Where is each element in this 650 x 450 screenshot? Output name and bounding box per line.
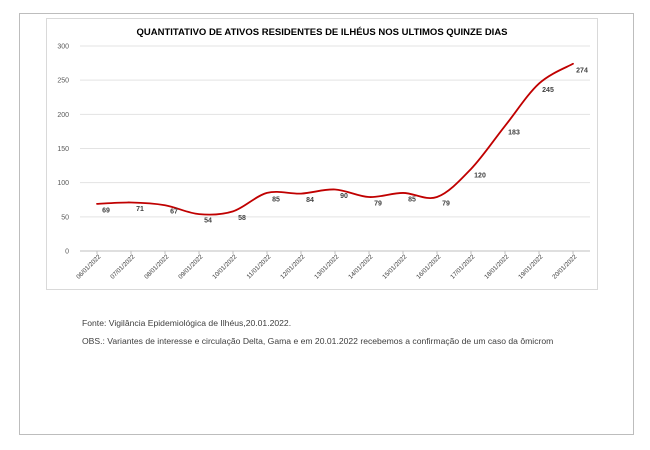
x-tick-label: 08/01/2022 <box>143 253 171 281</box>
data-label: 54 <box>204 218 212 225</box>
x-tick-label: 10/01/2022 <box>211 253 239 281</box>
y-tick-label: 200 <box>57 112 69 119</box>
x-tick-label: 11/01/2022 <box>245 253 272 280</box>
x-tick-label: 17/01/2022 <box>449 253 477 281</box>
data-label: 85 <box>408 196 416 203</box>
y-tick-label: 50 <box>61 214 69 221</box>
chart-frame <box>46 18 598 290</box>
x-tick-label: 12/01/2022 <box>279 253 307 281</box>
y-tick-label: 0 <box>65 249 69 256</box>
x-tick-label: 06/01/2022 <box>75 253 103 281</box>
data-label: 84 <box>306 197 314 204</box>
data-label: 245 <box>542 87 554 94</box>
y-tick-label: 100 <box>57 180 69 187</box>
x-tick-label: 20/01/2022 <box>551 253 579 281</box>
data-label: 58 <box>238 215 246 222</box>
data-label: 67 <box>170 209 178 216</box>
series-line <box>96 62 574 216</box>
x-tick-label: 19/01/2022 <box>517 253 545 281</box>
data-label: 274 <box>576 67 588 74</box>
data-label: 71 <box>136 206 144 213</box>
source-note: Fonte: Vigilância Epidemiológica de Ilhé… <box>82 318 292 328</box>
data-label: 79 <box>374 201 382 208</box>
chart-title: QUANTITATIVO DE ATIVOS RESIDENTES DE ILH… <box>136 27 507 38</box>
y-tick-label: 150 <box>57 146 69 153</box>
data-label: 90 <box>340 193 348 200</box>
x-tick-label: 15/01/2022 <box>381 253 409 281</box>
data-label: 183 <box>508 129 520 136</box>
x-tick-label: 16/01/2022 <box>415 253 443 281</box>
data-label: 79 <box>442 201 450 208</box>
data-label: 69 <box>102 207 110 214</box>
obs-note: OBS.: Variantes de interesse e circulaçã… <box>82 336 554 346</box>
y-tick-label: 300 <box>57 44 69 51</box>
y-tick-label: 250 <box>57 78 69 85</box>
x-tick-label: 18/01/2022 <box>483 253 511 281</box>
x-tick-label: 07/01/2022 <box>109 253 137 281</box>
data-label: 85 <box>272 196 280 203</box>
x-tick-label: 13/01/2022 <box>313 253 341 281</box>
x-tick-label: 09/01/2022 <box>177 253 205 281</box>
x-tick-label: 14/01/2022 <box>347 253 375 281</box>
data-label: 120 <box>474 173 486 180</box>
